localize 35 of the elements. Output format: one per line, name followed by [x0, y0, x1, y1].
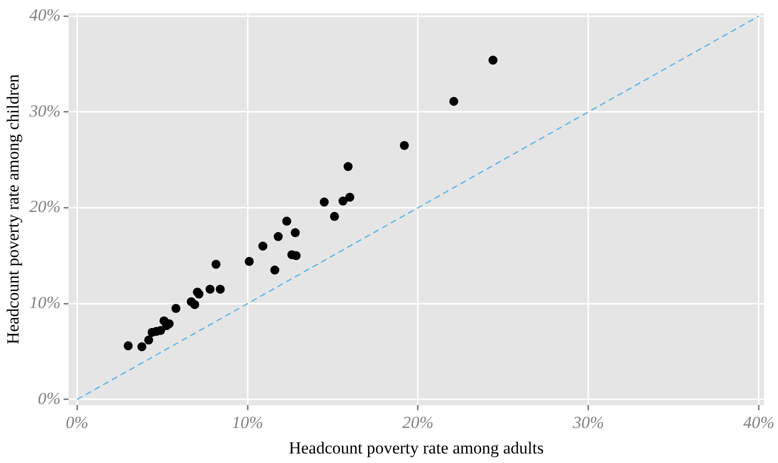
- x-tick-label: 10%: [232, 412, 264, 432]
- point: [206, 284, 215, 294]
- point: [156, 326, 166, 335]
- point: [274, 232, 283, 242]
- y-axis-title: Headcount poverty rate among children: [4, 74, 23, 344]
- point: [137, 342, 146, 352]
- x-axis-title: Headcount poverty rate among adults: [288, 438, 544, 458]
- point: [344, 162, 353, 172]
- y-tick-label: 30%: [28, 101, 61, 120]
- point: [244, 256, 254, 266]
- point: [488, 56, 498, 65]
- point: [330, 212, 339, 221]
- point: [290, 228, 300, 238]
- point: [400, 140, 409, 150]
- point: [345, 192, 354, 202]
- point: [171, 304, 180, 313]
- x-tick-label: 30%: [572, 412, 604, 432]
- y-tick-label: 10%: [29, 293, 61, 312]
- x-tick-label: 0%: [66, 412, 88, 432]
- point: [212, 260, 220, 269]
- point: [282, 216, 292, 226]
- x-tick-label: 40%: [743, 412, 774, 432]
- y-tick-label: 20%: [29, 197, 61, 216]
- point: [449, 96, 458, 106]
- point: [258, 242, 268, 251]
- point: [270, 266, 280, 275]
- point: [338, 196, 348, 206]
- x-tick-label: 20%: [402, 412, 434, 432]
- point: [320, 198, 329, 207]
- point: [124, 341, 133, 350]
- point: [190, 300, 200, 310]
- point: [144, 336, 154, 345]
- y-tick-label: 40%: [29, 6, 61, 25]
- y-tick-label: 0%: [38, 388, 61, 408]
- point: [216, 284, 225, 294]
